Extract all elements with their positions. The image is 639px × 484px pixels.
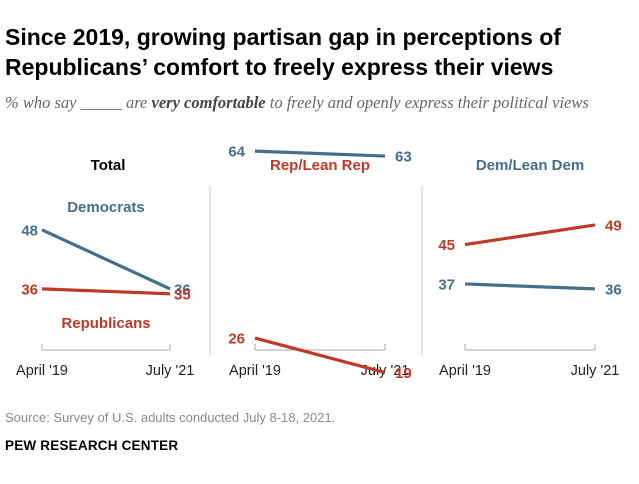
panel-title: Total bbox=[91, 157, 126, 174]
series-label-democrats: Democrats bbox=[67, 199, 145, 216]
subtitle-suffix: to freely and openly express their polit… bbox=[265, 93, 589, 112]
x-tick-label: April '19 bbox=[439, 363, 491, 379]
series-line-republicans bbox=[254, 336, 386, 375]
data-label-republicans: 45 bbox=[438, 237, 455, 254]
x-tick-label: July '21 bbox=[571, 363, 620, 379]
data-label-democrats: 37 bbox=[438, 276, 455, 293]
data-label-democrats: 64 bbox=[228, 144, 245, 161]
data-label-republicans: 49 bbox=[605, 217, 622, 234]
organization-name: PEW RESEARCH CENTER bbox=[5, 438, 179, 453]
series-line-democrats bbox=[41, 228, 171, 291]
chart-subtitle: % who say _____ are very comfortable to … bbox=[5, 91, 635, 114]
x-tick-label: April '19 bbox=[16, 363, 68, 379]
series-label-republicans: Republicans bbox=[61, 315, 150, 332]
data-label-republicans: 35 bbox=[174, 286, 191, 303]
panel-title: Rep/Lean Rep bbox=[270, 157, 370, 174]
x-tick-label: July '21 bbox=[146, 363, 195, 379]
source-note: Source: Survey of U.S. adults conducted … bbox=[5, 410, 336, 425]
data-label-democrats: 63 bbox=[395, 149, 412, 166]
data-label-republicans: 19 bbox=[395, 365, 412, 382]
data-label-democrats: 48 bbox=[21, 222, 38, 239]
x-tick-label: April '19 bbox=[229, 363, 281, 379]
series-line-democrats bbox=[464, 282, 596, 291]
subtitle-prefix: % who say _____ are bbox=[5, 93, 152, 112]
data-label-republicans: 26 bbox=[228, 331, 245, 348]
series-line-republicans bbox=[464, 223, 596, 247]
panel-dem-lean-dem: Dem/Lean Dem April '19 July '21 37 36 45 49 bbox=[438, 157, 621, 379]
subtitle-emphasis: very comfortable bbox=[151, 93, 266, 112]
chart-title: Since 2019, growing partisan gap in perc… bbox=[5, 24, 561, 80]
panel-title: Dem/Lean Dem bbox=[476, 157, 584, 174]
series-line-republicans bbox=[41, 287, 171, 296]
data-label-republicans: 36 bbox=[21, 281, 38, 298]
data-label-democrats: 36 bbox=[605, 281, 622, 298]
data-label-democrats: 36 bbox=[174, 281, 191, 298]
series-line-democrats bbox=[254, 149, 386, 158]
